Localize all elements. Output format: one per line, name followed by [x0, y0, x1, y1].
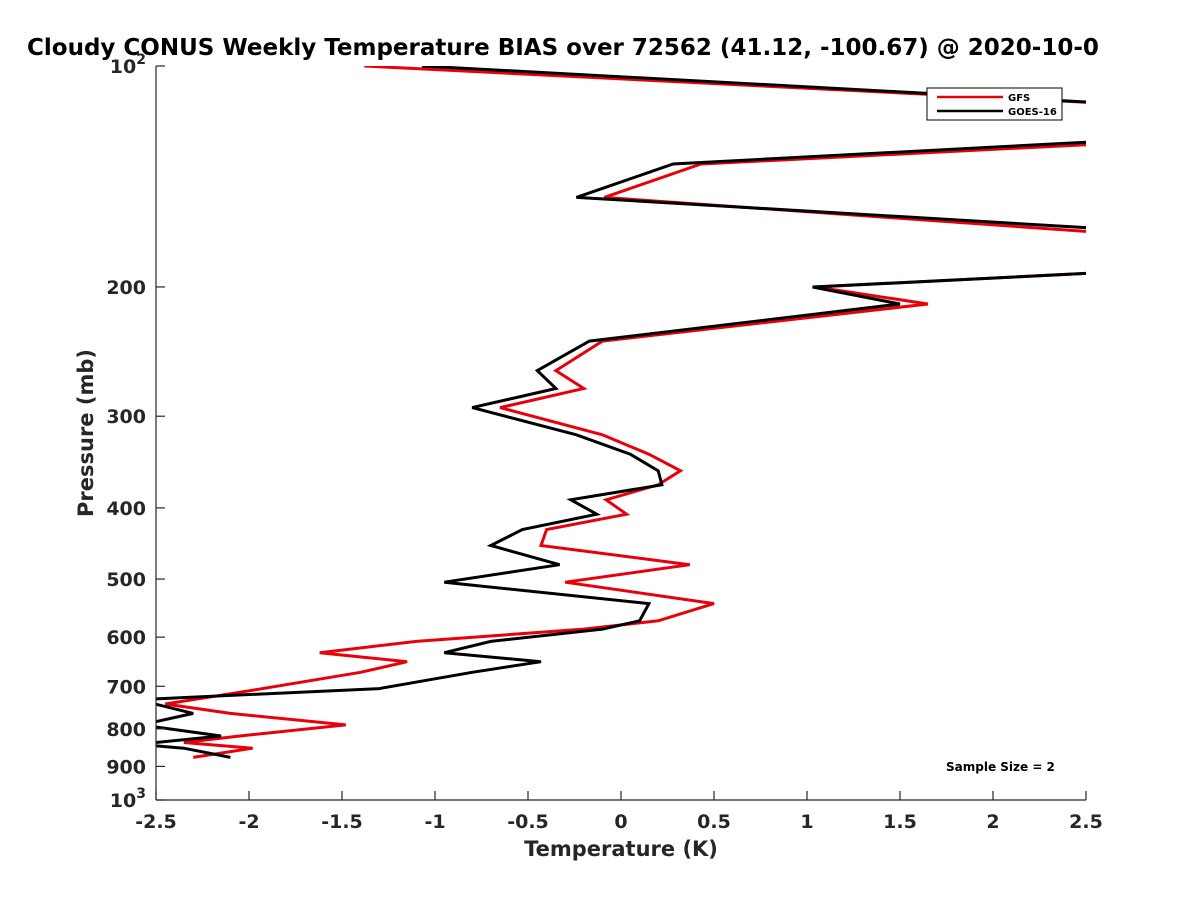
- x-tick-label: 1.5: [883, 811, 917, 833]
- y-tick-label: 500: [106, 569, 146, 591]
- series-line-gfs: [165, 66, 1086, 759]
- series-layer: [156, 66, 1086, 759]
- y-tick-label: 300: [106, 406, 146, 428]
- legend-label-gfs: GFS: [1008, 93, 1030, 104]
- x-tick-label: 0.5: [697, 811, 731, 833]
- x-tick-label: 0: [614, 811, 627, 833]
- chart-title: Cloudy CONUS Weekly Temperature BIAS ove…: [27, 35, 1099, 61]
- x-tick-label: -0.5: [507, 811, 549, 833]
- y-tick-label: 700: [106, 676, 146, 698]
- x-tick-label: -2: [238, 811, 259, 833]
- legend-label-goes16: GOES-16: [1008, 107, 1057, 118]
- y-axis-label: Pressure (mb): [74, 349, 98, 517]
- legend-box: [926, 87, 1063, 121]
- x-tick-label: -2.5: [135, 811, 177, 833]
- legend: GFS GOES-16: [926, 87, 1063, 121]
- x-ticks: -2.5 -2 -1.5 -1 -0.5 0 0.5 1 1.5 2 2.5: [135, 791, 1103, 833]
- y-tick-label: 102: [110, 52, 146, 78]
- x-tick-label: 2.5: [1069, 811, 1103, 833]
- y-tick-label: 103: [110, 786, 146, 812]
- x-tick-label: -1.5: [321, 811, 363, 833]
- x-tick-label: 2: [986, 811, 999, 833]
- x-tick-label: -1: [424, 811, 445, 833]
- sample-size-annotation: Sample Size = 2: [946, 760, 1055, 774]
- y-tick-label: 600: [106, 627, 146, 649]
- y-tick-label: 200: [106, 277, 146, 299]
- axes: [155, 66, 1086, 801]
- series-line-goes16: [156, 66, 1086, 759]
- y-tick-label: 900: [106, 756, 146, 778]
- y-tick-label: 800: [106, 719, 146, 741]
- x-tick-label: 1: [800, 811, 813, 833]
- x-axis-label: Temperature (K): [524, 837, 718, 861]
- y-tick-label: 400: [106, 498, 146, 520]
- y-ticks: 102 200 300 400 500 600 700 800 900 103: [106, 52, 165, 812]
